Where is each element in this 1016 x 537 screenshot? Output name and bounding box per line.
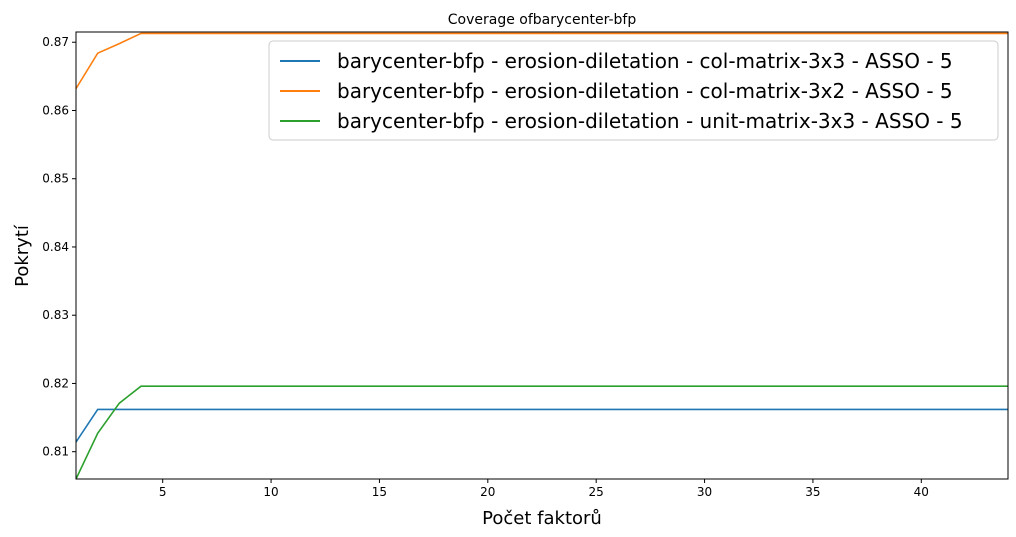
chart-title: Coverage ofbarycenter-bfp	[448, 12, 637, 28]
plot-frame	[75, 31, 1009, 480]
y-axis: 0.81 0.82 0.83 0.84 0.85 0.86 0.87	[42, 35, 76, 459]
x-tick-label: 35	[805, 485, 820, 499]
x-tick-label: 30	[697, 485, 712, 499]
series-line	[76, 385, 1008, 479]
series-layer	[76, 32, 1008, 479]
legend-entry-label: barycenter-bfp - erosion-diletation - un…	[337, 109, 963, 133]
x-axis: 5 10 15 20 25 30 35 40	[159, 479, 929, 499]
legend: barycenter-bfp - erosion-diletation - co…	[268, 40, 999, 141]
legend-frame	[268, 40, 999, 141]
x-tick-label: 40	[914, 485, 929, 499]
y-tick-label: 0.84	[42, 240, 69, 254]
series-line	[76, 408, 1008, 443]
x-tick-label: 15	[372, 485, 387, 499]
y-tick-label: 0.82	[42, 376, 69, 390]
series-line	[76, 32, 1008, 90]
x-tick-label: 10	[263, 485, 278, 499]
legend-entry-label: barycenter-bfp - erosion-diletation - co…	[337, 49, 953, 73]
x-tick-label: 20	[480, 485, 495, 499]
y-tick-label: 0.86	[42, 103, 69, 117]
y-tick-label: 0.85	[42, 172, 69, 186]
x-tick-label: 5	[159, 485, 167, 499]
y-tick-label: 0.83	[42, 308, 69, 322]
x-tick-label: 25	[589, 485, 604, 499]
legend-entry-label: barycenter-bfp - erosion-diletation - co…	[337, 79, 953, 103]
y-tick-label: 0.87	[42, 35, 69, 49]
x-axis-label: Počet faktorů	[482, 508, 602, 529]
y-axis-label: Pokrytí	[12, 224, 33, 287]
y-tick-label: 0.81	[42, 445, 69, 459]
